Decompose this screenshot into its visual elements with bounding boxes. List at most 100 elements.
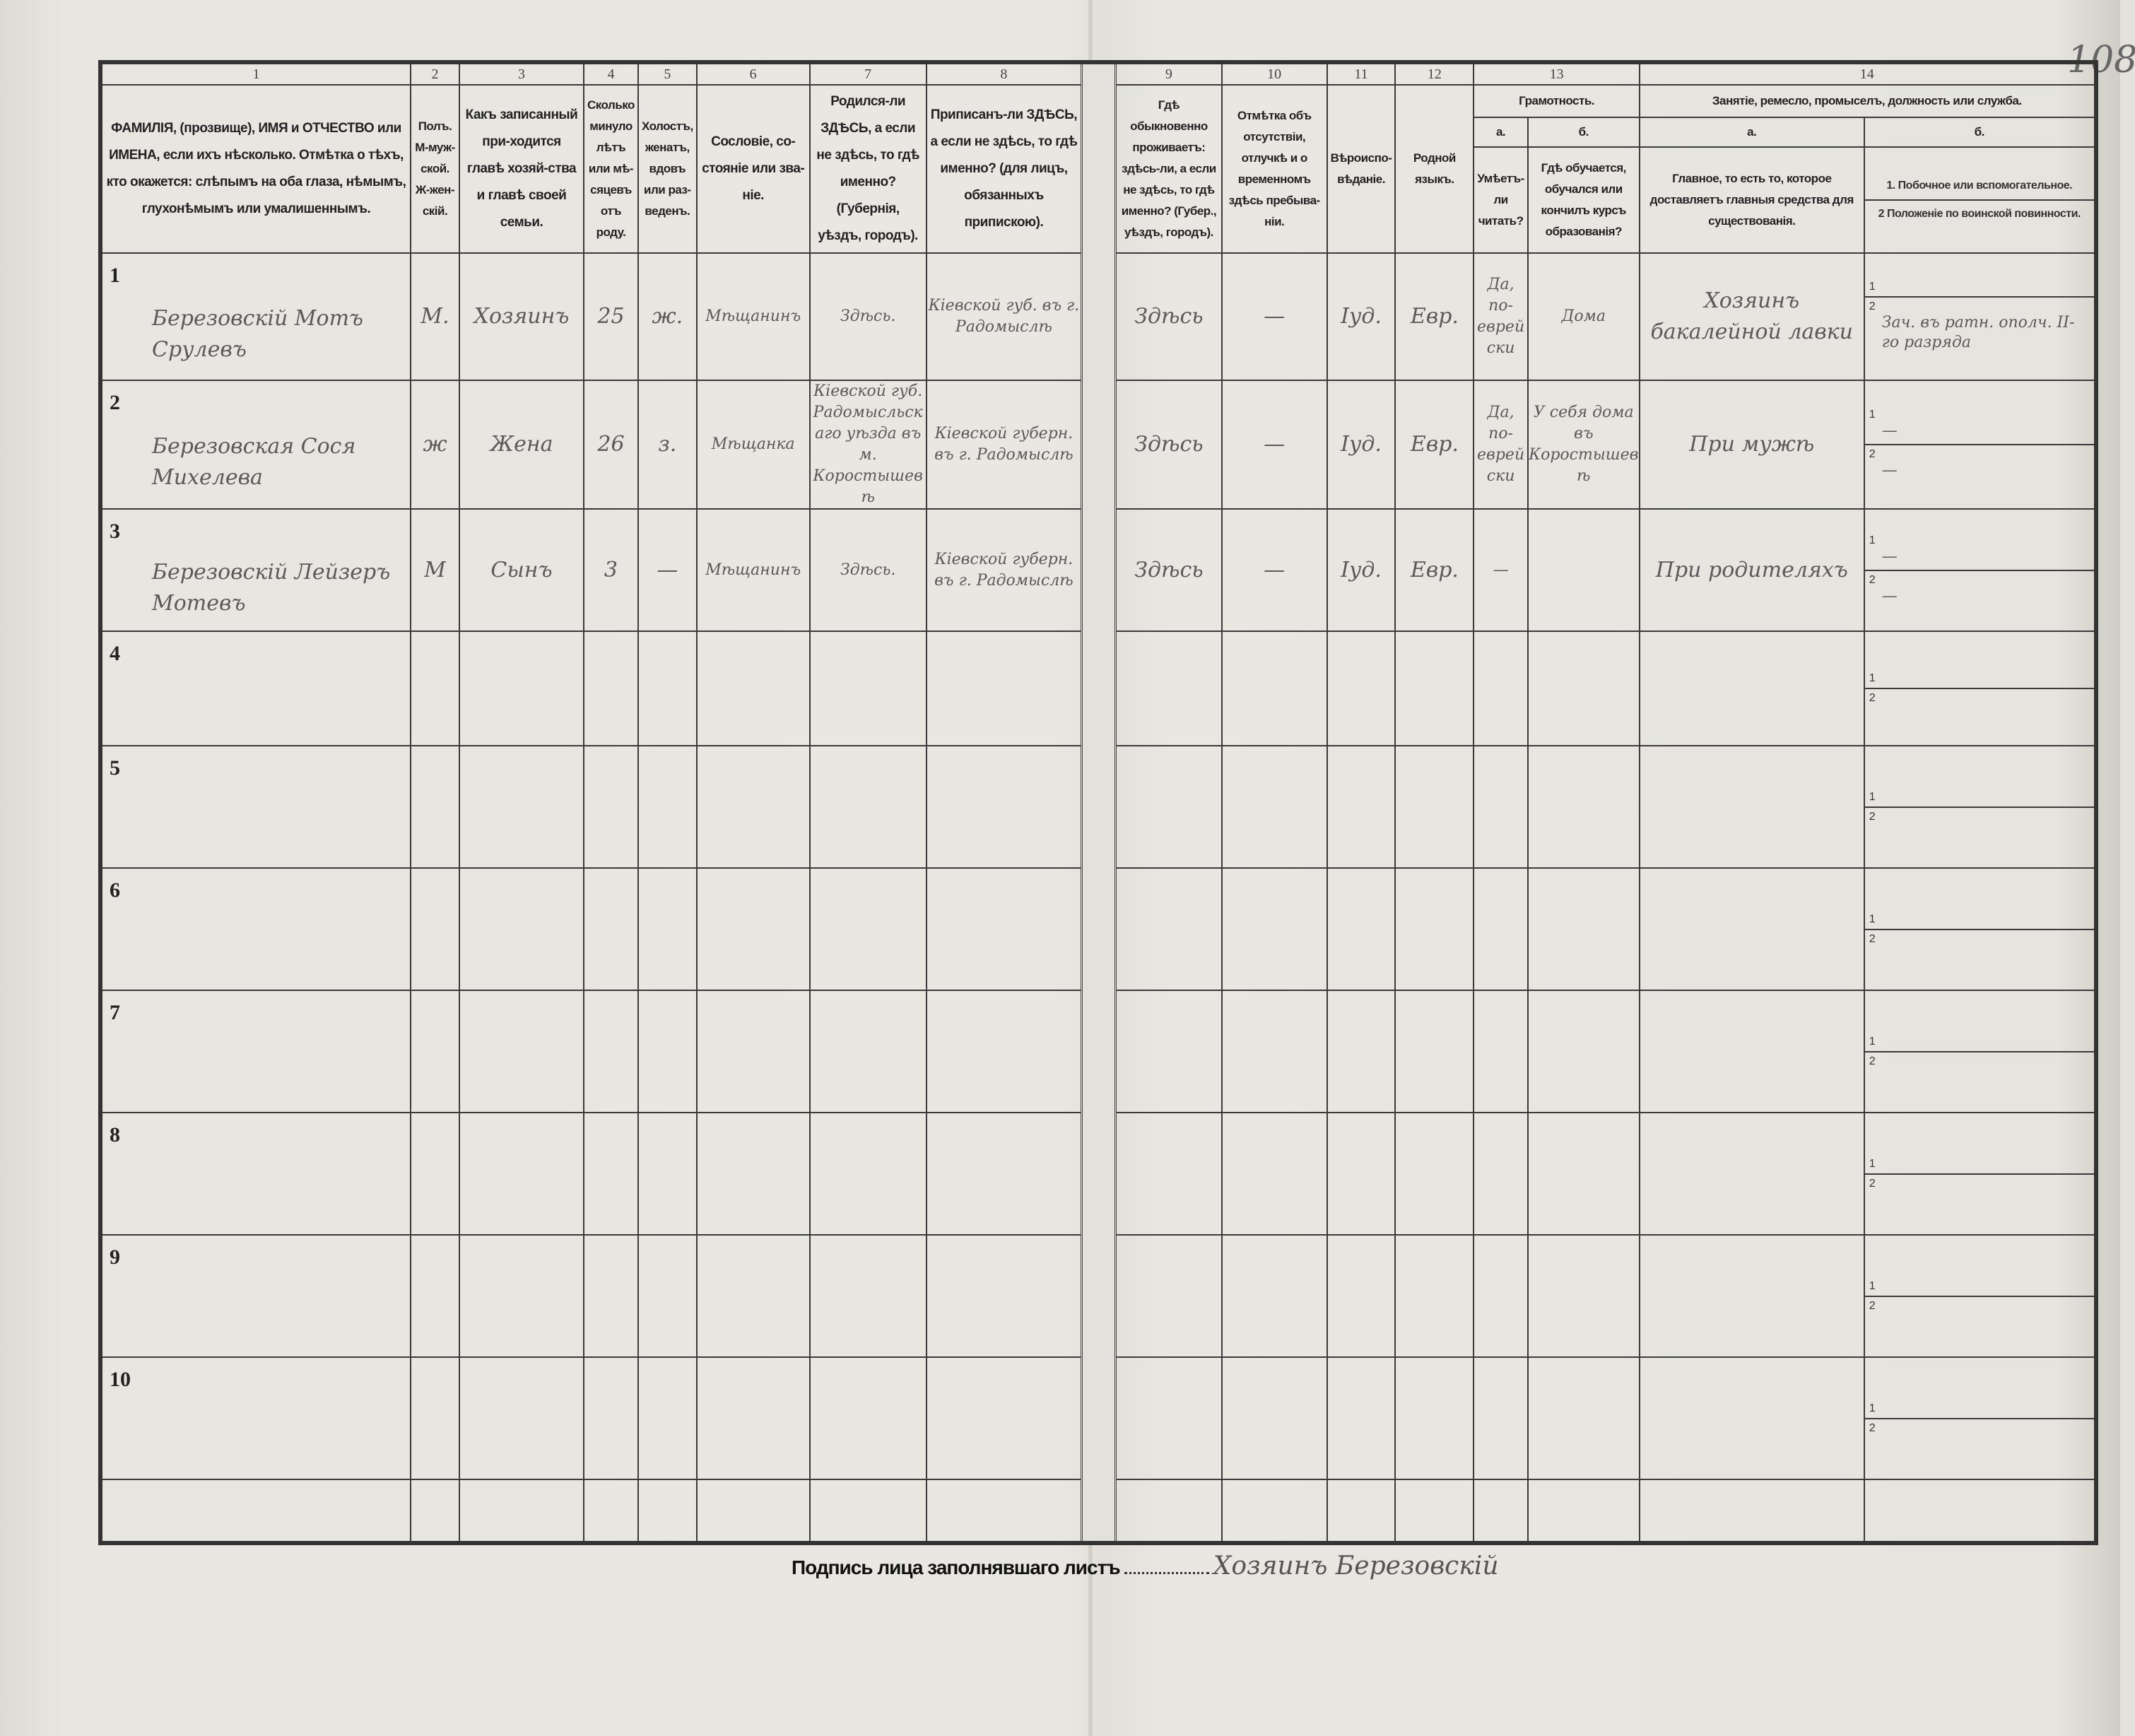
cell-marital[interactable]	[637, 631, 698, 746]
cell-literate[interactable]: —	[1473, 508, 1529, 632]
cell-literate[interactable]: Да, по-еврейски	[1473, 380, 1529, 510]
cell-birthplace[interactable]: Здѣсь.	[808, 508, 927, 632]
cell-marital[interactable]: з.	[637, 380, 698, 510]
cell-name[interactable]: 1 Березовскій Мотъ Срулевъ	[100, 252, 411, 381]
cell-marital[interactable]	[637, 1112, 698, 1236]
cell-secondary-military[interactable]: 1 2	[1863, 1112, 2097, 1236]
cell-residence[interactable]	[1114, 1234, 1223, 1358]
cell-sex[interactable]	[410, 1356, 460, 1480]
cell-language[interactable]	[1394, 1112, 1475, 1236]
cell-occupation[interactable]	[1638, 1112, 1865, 1236]
cell-birthplace[interactable]	[808, 631, 927, 746]
cell-age[interactable]	[583, 745, 639, 869]
cell-language[interactable]: Евр.	[1394, 508, 1475, 632]
cell-registered[interactable]	[925, 1234, 1083, 1358]
cell-religion[interactable]	[1326, 990, 1396, 1113]
cell-education[interactable]	[1527, 631, 1640, 746]
cell-marital[interactable]	[637, 745, 698, 869]
cell-relation[interactable]: Жена	[459, 380, 584, 510]
cell-residence[interactable]	[1114, 990, 1223, 1113]
cell-sex[interactable]	[410, 867, 460, 991]
cell-age[interactable]	[583, 1234, 639, 1358]
cell-birthplace[interactable]	[808, 1234, 927, 1358]
cell-secondary-military[interactable]: 1 2	[1863, 631, 2097, 746]
cell-age[interactable]	[583, 631, 639, 746]
cell-occupation[interactable]: При мужѣ	[1638, 380, 1865, 510]
cell-literate[interactable]	[1473, 745, 1529, 869]
cell-language[interactable]	[1394, 631, 1475, 746]
cell-religion[interactable]	[1326, 745, 1396, 869]
cell-name[interactable]: 9	[100, 1234, 411, 1358]
cell-registered[interactable]: Кіевской губерн. въ г. Радомыслѣ	[925, 508, 1083, 632]
cell-birthplace[interactable]	[808, 990, 927, 1113]
cell-education[interactable]	[1527, 867, 1640, 991]
cell-residence[interactable]	[1114, 1112, 1223, 1236]
cell-age[interactable]	[583, 1112, 639, 1236]
cell-absence[interactable]	[1221, 867, 1328, 991]
cell-absence[interactable]	[1221, 1234, 1328, 1358]
cell-age[interactable]	[583, 867, 639, 991]
cell-birthplace[interactable]: Здѣсь.	[808, 252, 927, 381]
cell-sex[interactable]	[410, 990, 460, 1113]
cell-name[interactable]: 8	[100, 1112, 411, 1236]
cell-residence[interactable]: Здѣсь	[1114, 252, 1223, 381]
cell-marital[interactable]: —	[637, 508, 698, 632]
cell-secondary-military[interactable]: 1— 2—	[1863, 380, 2097, 510]
cell-absence[interactable]: —	[1221, 252, 1328, 381]
cell-language[interactable]	[1394, 867, 1475, 991]
cell-absence[interactable]: —	[1221, 508, 1328, 632]
cell-religion[interactable]: Іуд.	[1326, 508, 1396, 632]
cell-absence[interactable]	[1221, 990, 1328, 1113]
cell-secondary-military[interactable]: 1 2	[1863, 990, 2097, 1113]
cell-residence[interactable]	[1114, 745, 1223, 869]
cell-secondary-military[interactable]: 1 2	[1863, 1356, 2097, 1480]
cell-age[interactable]: 3	[583, 508, 639, 632]
cell-education[interactable]	[1527, 745, 1640, 869]
cell-literate[interactable]	[1473, 990, 1529, 1113]
cell-occupation[interactable]: При родителяхъ	[1638, 508, 1865, 632]
cell-residence[interactable]	[1114, 867, 1223, 991]
cell-secondary-military[interactable]: 1 2	[1863, 745, 2097, 869]
cell-age[interactable]: 25	[583, 252, 639, 381]
cell-religion[interactable]	[1326, 867, 1396, 991]
cell-literate[interactable]	[1473, 1356, 1529, 1480]
cell-literate[interactable]	[1473, 1234, 1529, 1358]
cell-religion[interactable]	[1326, 1112, 1396, 1236]
cell-name[interactable]: 7	[100, 990, 411, 1113]
cell-name[interactable]: 10	[100, 1356, 411, 1480]
cell-absence[interactable]	[1221, 1356, 1328, 1480]
cell-registered[interactable]: Кіевской губ. въ г. Радомыслѣ	[925, 252, 1083, 381]
cell-secondary-military[interactable]: 1 2 Зач. въ ратн. ополч. II-го разряда	[1863, 252, 2097, 381]
cell-education[interactable]	[1527, 1356, 1640, 1480]
cell-registered[interactable]	[925, 990, 1083, 1113]
cell-literate[interactable]	[1473, 631, 1529, 746]
cell-estate[interactable]	[695, 1356, 811, 1480]
cell-birthplace[interactable]: Кіевской губ. Радомысльскаго уѣзда въ м.…	[808, 380, 927, 510]
cell-absence[interactable]	[1221, 745, 1328, 869]
cell-sex[interactable]: ж	[410, 380, 460, 510]
cell-marital[interactable]	[637, 867, 698, 991]
cell-registered[interactable]: Кіевской губерн. въ г. Радомыслѣ	[925, 380, 1083, 510]
cell-birthplace[interactable]	[808, 1112, 927, 1236]
cell-occupation[interactable]	[1638, 990, 1865, 1113]
cell-relation[interactable]	[459, 867, 584, 991]
cell-religion[interactable]	[1326, 1234, 1396, 1358]
cell-occupation[interactable]: Хозяинъ бакалейной лавки	[1638, 252, 1865, 381]
cell-marital[interactable]	[637, 1356, 698, 1480]
cell-estate[interactable]: Мѣщанинъ	[695, 508, 811, 632]
cell-estate[interactable]	[695, 631, 811, 746]
cell-marital[interactable]	[637, 1234, 698, 1358]
cell-relation[interactable]	[459, 1356, 584, 1480]
cell-education[interactable]	[1527, 508, 1640, 632]
cell-sex[interactable]: М	[410, 508, 460, 632]
cell-language[interactable]: Евр.	[1394, 252, 1475, 381]
cell-occupation[interactable]	[1638, 1356, 1865, 1480]
cell-occupation[interactable]	[1638, 631, 1865, 746]
cell-birthplace[interactable]	[808, 745, 927, 869]
cell-age[interactable]	[583, 1356, 639, 1480]
cell-estate[interactable]	[695, 1112, 811, 1236]
cell-age[interactable]	[583, 990, 639, 1113]
cell-residence[interactable]: Здѣсь	[1114, 508, 1223, 632]
cell-language[interactable]: Евр.	[1394, 380, 1475, 510]
cell-birthplace[interactable]	[808, 867, 927, 991]
